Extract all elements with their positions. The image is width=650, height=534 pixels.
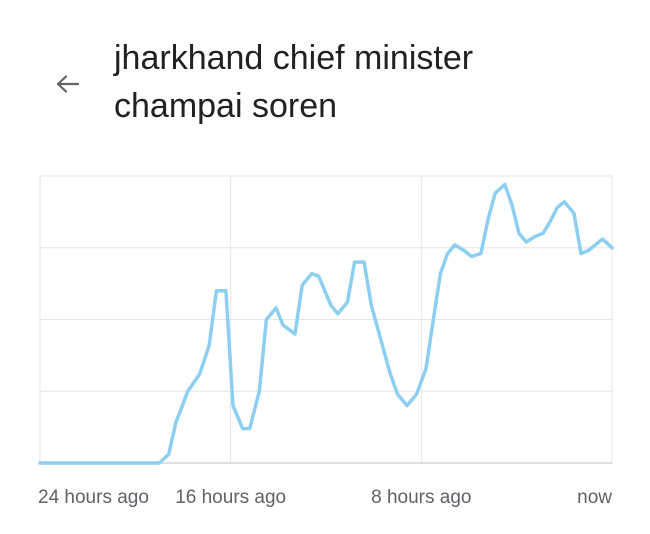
- page-title-line-2: champai soren: [114, 87, 338, 125]
- back-button[interactable]: [50, 66, 86, 102]
- series-line: [38, 182, 614, 465]
- arrow-left-icon: [56, 75, 80, 93]
- x-tick-label: now: [577, 487, 612, 508]
- x-tick-label: 8 hours ago: [371, 487, 471, 508]
- page-title-line-1: jharkhand chief minister: [114, 39, 474, 77]
- page-title: jharkhand chief minister champai soren: [114, 34, 614, 130]
- x-tick-label: 16 hours ago: [175, 487, 286, 508]
- x-tick-label: 24 hours ago: [38, 487, 149, 508]
